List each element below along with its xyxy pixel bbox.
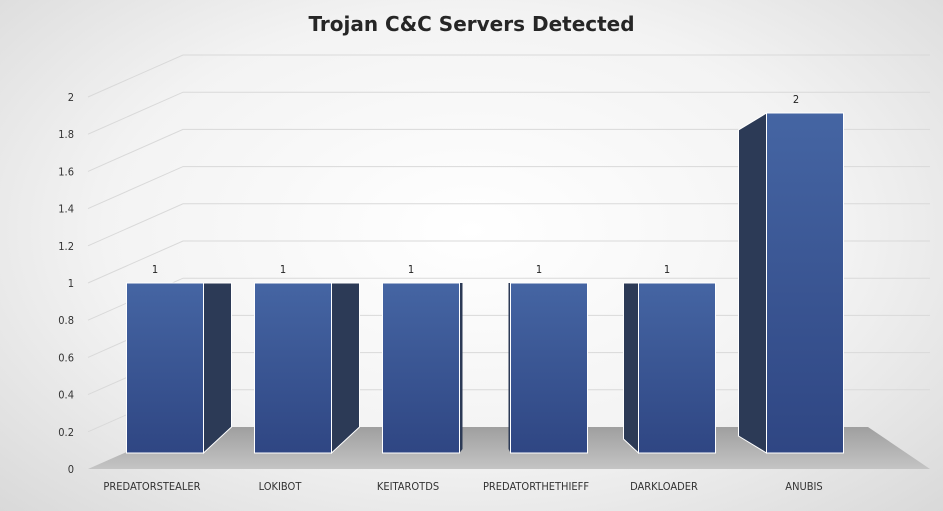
bar xyxy=(510,282,588,454)
x-tick-label: PREDATORSTEALER xyxy=(103,480,200,493)
data-label: 1 xyxy=(152,263,158,276)
y-tick-label: 1.2 xyxy=(58,240,74,253)
bar xyxy=(126,282,204,454)
gridline xyxy=(87,54,930,98)
y-tick-label: 0.2 xyxy=(58,426,74,439)
y-tick-label: 0.4 xyxy=(58,389,74,402)
data-label: 2 xyxy=(793,93,799,106)
bar xyxy=(382,282,460,454)
bar-side xyxy=(203,282,232,455)
x-tick-label: ANUBIS xyxy=(785,480,822,493)
bar xyxy=(254,282,332,454)
x-tick-label: PREDATORTHETHIEFF xyxy=(483,480,589,493)
gridline xyxy=(87,203,930,247)
y-tick-label: 2 xyxy=(68,91,74,104)
bar-side xyxy=(331,282,360,455)
y-tick-label: 1.8 xyxy=(58,128,74,141)
x-tick-label: DARKLOADER xyxy=(630,480,698,493)
gridline xyxy=(87,91,930,135)
y-tick-label: 0.6 xyxy=(58,351,74,364)
bar xyxy=(766,112,844,454)
y-tick-label: 1.6 xyxy=(58,165,74,178)
data-label: 1 xyxy=(536,263,542,276)
y-tick-label: 0.8 xyxy=(58,314,74,327)
bar-side xyxy=(623,282,639,455)
gridline xyxy=(87,128,930,172)
y-tick-label: 1.4 xyxy=(58,203,74,216)
x-tick-label: KEITAROTDS xyxy=(377,480,439,493)
x-tick-label: LOKIBOT xyxy=(259,480,303,493)
data-label: 1 xyxy=(408,263,414,276)
chart-title: Trojan C&C Servers Detected xyxy=(308,12,635,36)
gridline xyxy=(87,277,930,321)
y-tick-label: 1 xyxy=(68,277,74,290)
gridline xyxy=(87,240,930,284)
gridline xyxy=(87,166,930,210)
bar-side xyxy=(459,283,463,453)
bar xyxy=(638,282,716,454)
y-tick-label: 0 xyxy=(68,463,74,476)
data-label: 1 xyxy=(664,263,670,276)
bar-side xyxy=(738,112,767,454)
data-label: 1 xyxy=(280,263,286,276)
